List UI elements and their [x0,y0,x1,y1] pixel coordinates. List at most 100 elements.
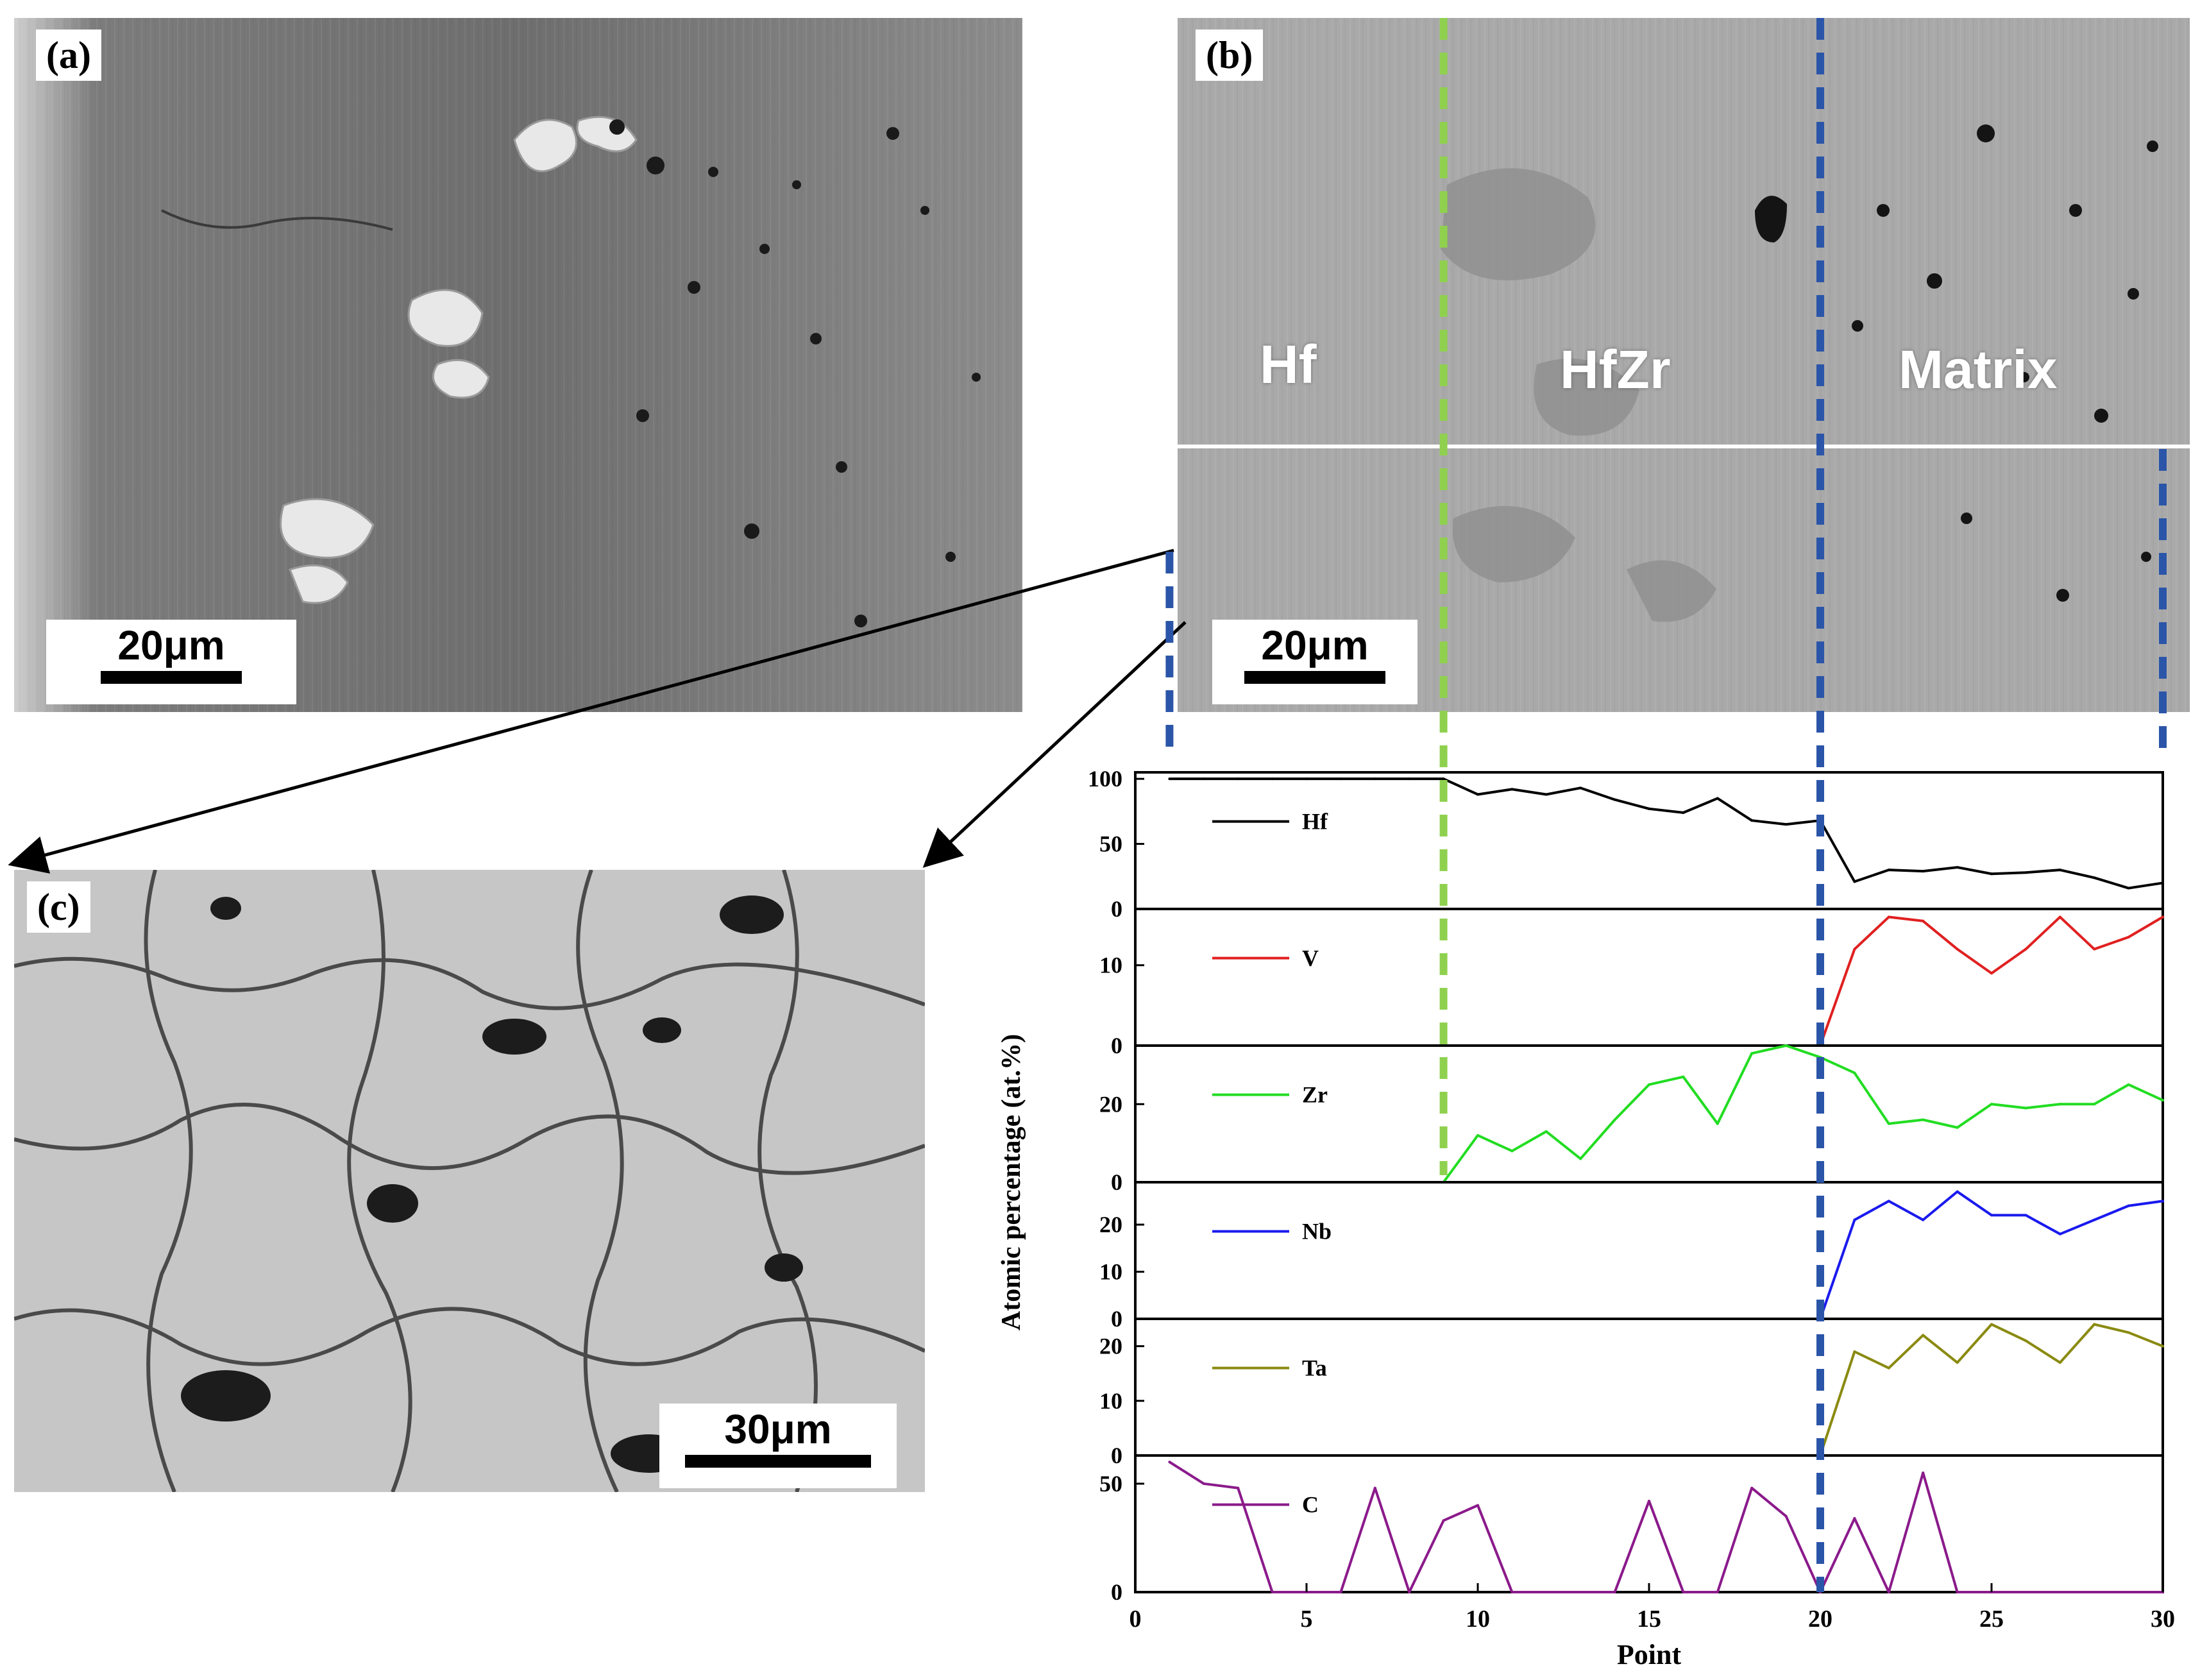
data-point-ta [2024,1339,2027,1343]
data-point-c [1339,1591,1342,1593]
x-tick-label: 15 [1637,1606,1661,1633]
y-tick-label-hf: 50 [1099,831,1122,857]
scale-bar-c: 30μm [659,1404,897,1488]
y-tick-label-hf: 0 [1111,896,1122,922]
data-point-v [1853,947,1856,951]
data-point-zr [2093,1103,2096,1106]
legend-label-nb: Nb [1302,1219,1332,1244]
data-point-zr [1544,1130,1548,1133]
data-point-hf [1202,777,1205,781]
data-point-hf [1682,811,1685,814]
data-point-c [1956,1591,1959,1593]
legend-label-zr: Zr [1302,1082,1328,1108]
data-point-nb [2093,1218,2096,1221]
data-point-zr [1922,1118,1925,1121]
data-point-v [1956,947,1959,951]
subplot-frame-nb [1134,1181,2164,1320]
data-point-ta [2093,1323,2096,1326]
data-point-zr [1990,1103,1993,1106]
x-tick-label: 25 [1979,1606,2004,1633]
data-point-hf [1271,777,1274,781]
data-point-nb [1853,1218,1856,1221]
legend-label-ta: Ta [1302,1355,1327,1381]
x-tick-label: 30 [2151,1606,2175,1633]
data-point-hf [1579,786,1582,790]
data-point-c [1544,1591,1548,1593]
x-tick-label: 20 [1808,1606,1832,1633]
y-tick-label-v: 10 [1099,953,1122,978]
data-point-zr [1887,1122,1890,1125]
subplot-frame-zr [1134,1044,2164,1184]
x-axis-label: Point [1617,1639,1682,1670]
data-point-v [2162,915,2164,919]
data-point-c [1853,1517,1856,1520]
y-tick-label-nb: 10 [1099,1259,1122,1285]
data-point-c [1887,1591,1890,1593]
panel-label-b: (b) [1196,30,1264,81]
data-point-zr [1716,1122,1719,1125]
y-tick-label-zr: 20 [1099,1091,1122,1117]
region-label-matrix: Matrix [1899,339,2058,400]
data-point-hf [1339,777,1342,781]
data-point-zr [1579,1157,1582,1160]
x-tick-label: 5 [1301,1606,1313,1633]
data-point-c [2127,1591,2130,1593]
scale-bar-line-c [685,1455,871,1468]
y-tick-label-v: 0 [1111,1033,1122,1058]
data-point-hf [1648,807,1650,810]
data-point-c [1613,1591,1616,1593]
data-point-hf [2024,871,2027,874]
series-line-nb [1169,1190,2163,1320]
y-tick-label-hf: 100 [1088,766,1122,792]
region-label-hfzr: HfZr [1560,339,1671,400]
data-point-hf [1784,823,1788,826]
legend-label-hf: Hf [1302,809,1328,835]
data-point-hf [1853,880,1856,883]
y-tick-label-nb: 20 [1099,1212,1122,1237]
data-point-hf [2058,869,2061,872]
data-point-hf [1990,872,1993,876]
data-point-hf [2127,887,2130,890]
sem-image-b: (b) Hf HfZr Matrix 20μm [1178,18,2190,712]
data-point-hf [1956,866,1959,869]
data-point-c [1579,1591,1582,1593]
data-point-c [1750,1486,1754,1489]
y-tick-label-ta: 20 [1099,1334,1122,1359]
data-point-c [1202,1482,1205,1485]
data-point-zr [1956,1126,1959,1129]
data-point-hf [1922,870,1925,873]
data-point-hf [1477,793,1479,796]
data-point-v [2093,947,2096,951]
data-point-hf [1305,777,1308,781]
y-tick-label-ta: 0 [1111,1443,1122,1468]
data-point-c [2093,1591,2096,1593]
data-point-nb [1922,1218,1925,1221]
data-point-hf [1887,869,1890,872]
data-point-v [2127,935,2130,938]
data-point-zr [1477,1133,1479,1137]
data-point-ta [2058,1361,2061,1364]
data-point-ta [1956,1361,1959,1364]
data-point-hf [1750,819,1754,822]
data-point-c [1784,1515,1788,1518]
sem-texture-a [14,18,1022,712]
data-point-zr [1613,1118,1616,1121]
data-point-nb [1990,1214,1993,1217]
data-point-zr [1510,1150,1514,1153]
data-point-hf [1237,777,1240,781]
data-point-hf [1544,793,1548,796]
data-point-ta [1922,1334,1925,1337]
data-point-c [1716,1591,1719,1593]
y-tick-label-c: 50 [1099,1471,1122,1497]
legend-label-c: C [1302,1492,1319,1518]
series-line-hf [1169,777,2163,890]
sem-image-c: (c) 30μm [14,870,925,1492]
data-point-v [1887,915,1890,919]
scale-bar-line-b [1244,671,1385,684]
y-axis-label: Atomic percentage (at.%) [997,1034,1026,1330]
series-line-zr [1169,1044,2163,1184]
data-point-hf [2162,881,2164,885]
region-label-hf: Hf [1260,334,1317,395]
scale-bar-label-c: 30μm [724,1406,832,1452]
